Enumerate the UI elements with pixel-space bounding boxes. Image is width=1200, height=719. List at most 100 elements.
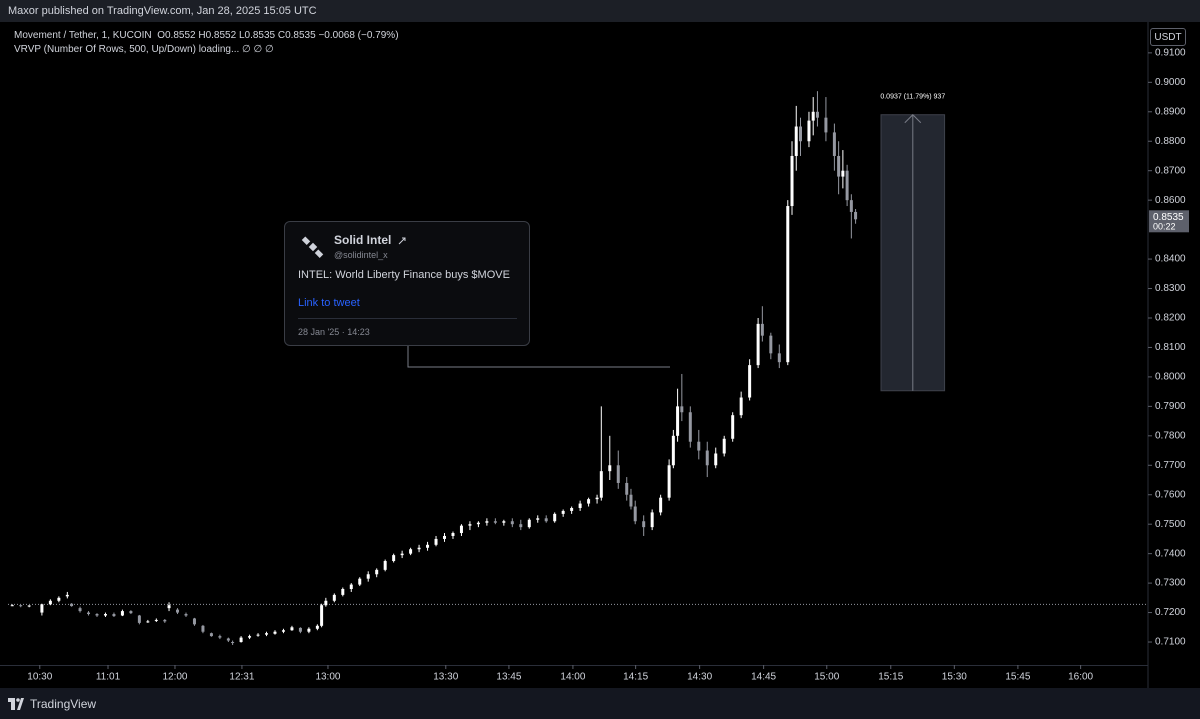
y-tick-label: 0.7600	[1155, 489, 1186, 500]
candle-body	[70, 603, 74, 607]
candle-body	[616, 465, 620, 483]
x-tick-label: 14:45	[751, 672, 776, 683]
candle-body	[315, 625, 319, 629]
x-tick-label: 15:00	[814, 672, 839, 683]
candle-body	[561, 510, 565, 514]
x-tick-label: 13:45	[496, 672, 521, 683]
candle-body	[40, 604, 44, 613]
footer: TradingView	[0, 688, 1200, 719]
candle-body	[553, 513, 557, 522]
x-tick-label: 13:00	[315, 672, 340, 683]
candle-body	[10, 605, 14, 607]
candle-body	[218, 636, 222, 638]
candle-body	[608, 465, 612, 472]
candle-body	[146, 621, 150, 623]
candle-body	[731, 415, 735, 439]
y-tick-label: 0.7700	[1155, 460, 1186, 471]
candle-body	[290, 627, 294, 631]
candle-body	[760, 323, 764, 336]
candle-body	[332, 594, 336, 601]
candle-body	[790, 155, 794, 207]
y-tick-label: 0.7100	[1155, 637, 1186, 648]
candle-body	[849, 200, 853, 212]
y-tick-label: 0.7400	[1155, 548, 1186, 559]
tv-logo	[8, 697, 24, 710]
candle-body	[324, 600, 328, 606]
candle-body	[392, 555, 396, 562]
avatar-icon	[301, 236, 324, 258]
candle-body	[192, 618, 196, 625]
measure-label: 0.0937 (11.79%) 937	[880, 94, 945, 101]
candle-body	[27, 605, 31, 607]
candle-body	[714, 453, 718, 466]
indicator: VRVP (Number Of Rows, 500, Up/Down) load…	[14, 44, 274, 55]
candle-body	[798, 126, 802, 142]
candle-body	[341, 588, 345, 595]
currency-button[interactable]: USDT	[1150, 28, 1186, 46]
tweet-date: 28 Jan '25 · 14:23	[298, 327, 370, 337]
x-tick-label: 14:15	[623, 672, 648, 683]
candle-body	[273, 631, 277, 634]
candle-body	[434, 538, 438, 545]
y-tick-label: 0.8900	[1155, 106, 1186, 117]
brand: TradingView	[30, 696, 97, 711]
candle-body	[176, 609, 180, 613]
candle-body	[281, 630, 285, 632]
x-tick-label: 16:00	[1068, 672, 1093, 683]
candle-body	[587, 499, 591, 504]
candle-body	[248, 636, 252, 638]
candle-body	[671, 435, 675, 466]
y-tick-label: 0.8700	[1155, 165, 1186, 176]
tweet-link[interactable]: Link to tweet	[298, 297, 360, 309]
legend: Movement / Tether, 1, KUCOIN O0.8552 H0.…	[14, 29, 399, 57]
candle-body	[794, 126, 798, 156]
candle-body	[841, 170, 845, 177]
name-icon	[398, 237, 406, 245]
candle-body	[112, 614, 116, 617]
candle-body	[265, 633, 269, 635]
candle-body	[383, 561, 387, 570]
candle-body	[19, 605, 23, 607]
candle-body	[209, 633, 213, 637]
x-tick-label: 12:31	[229, 672, 254, 683]
last-price: 0.8535	[1153, 212, 1184, 223]
candle-body	[650, 512, 654, 528]
chart: 0.7100 0.7200 0.7300 0.7400 0.7500 0.7600 0.77…	[0, 22, 1200, 688]
candle-body	[476, 522, 480, 525]
candle-body	[769, 335, 773, 354]
candle-body	[375, 569, 379, 575]
candle-body	[756, 323, 760, 366]
candle-body	[358, 578, 362, 585]
x-tick-label: 10:30	[27, 672, 52, 683]
candle-body	[485, 521, 489, 523]
candle-body	[527, 519, 531, 528]
tweet-connector	[407, 346, 670, 368]
y-tick-label: 0.9100	[1155, 48, 1186, 59]
separator	[298, 318, 517, 319]
candle-body	[688, 412, 692, 442]
candle-body	[451, 533, 455, 536]
y-tick-label: 0.7900	[1155, 401, 1186, 412]
candle-body	[629, 494, 633, 507]
candle-body	[845, 170, 849, 201]
candle-body	[400, 553, 404, 556]
candle-body	[536, 518, 540, 520]
legend-symbol-row: Movement / Tether, 1, KUCOIN O0.8552 H0.…	[14, 29, 399, 43]
chart-bg	[0, 22, 1200, 688]
x-tick-label: 15:45	[1005, 672, 1030, 683]
x-tick-label: 14:00	[560, 672, 585, 683]
tweet-handle: @solidintel_x	[334, 250, 388, 260]
candle-body	[459, 525, 463, 534]
candle-body	[154, 619, 158, 621]
candle-body	[443, 535, 447, 539]
ohlc: O0.8552 H0.8552 L0.8535 C0.8535 −0.0068 …	[157, 30, 399, 41]
candle-body	[468, 524, 472, 526]
candle-body	[680, 406, 684, 413]
candle-body	[837, 155, 841, 177]
candle-body	[48, 600, 52, 605]
symbol: Movement / Tether, 1, KUCOIN	[14, 30, 152, 41]
candle-body	[667, 465, 671, 498]
candle-body	[642, 521, 646, 528]
x-tick-label: 13:30	[433, 672, 458, 683]
